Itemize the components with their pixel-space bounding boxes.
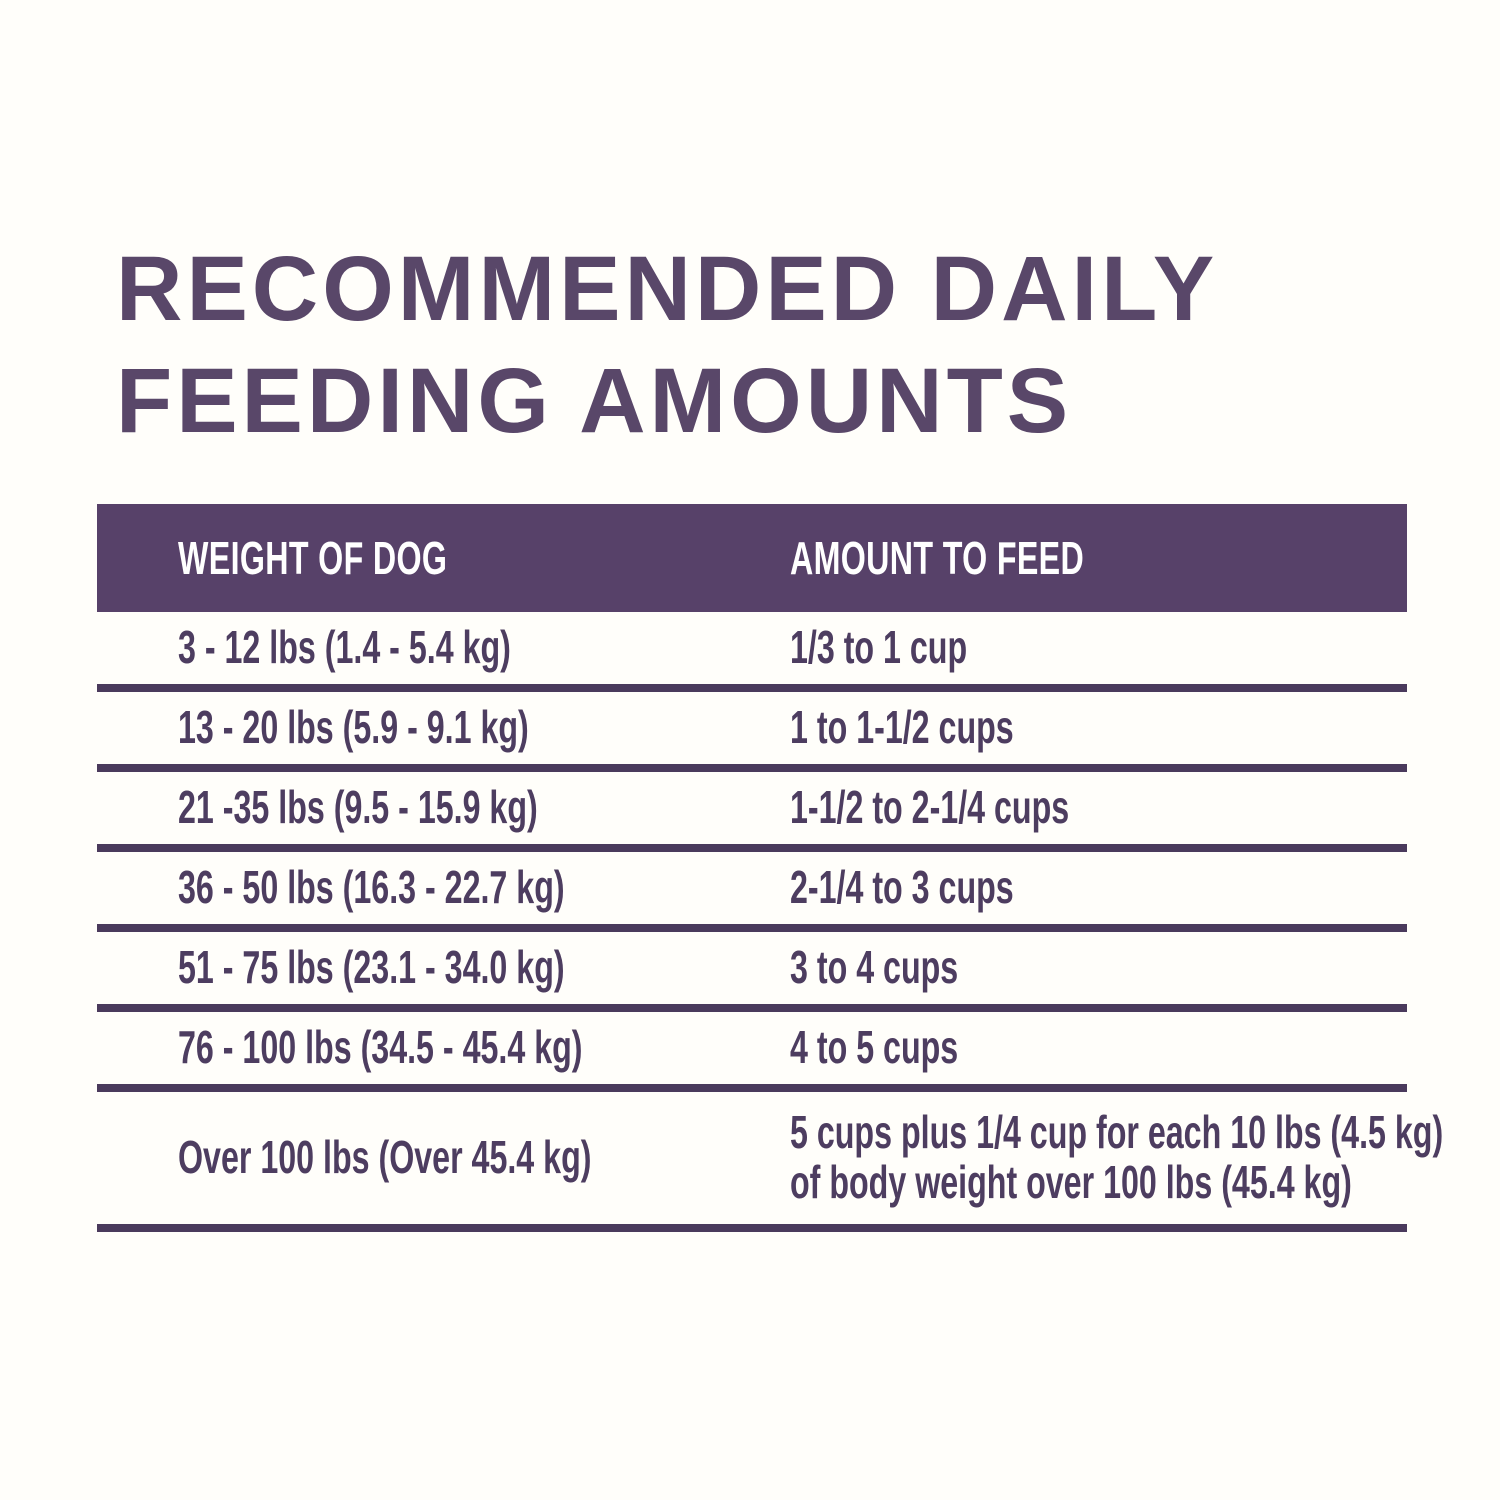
table-row: 13 - 20 lbs (5.9 - 9.1 kg) 1 to 1-1/2 cu… (97, 692, 1407, 772)
amount-value: 4 to 5 cups (790, 1021, 959, 1074)
weight-cell: 3 - 12 lbs (1.4 - 5.4 kg) (178, 621, 790, 674)
table-row: 51 - 75 lbs (23.1 - 34.0 kg) 3 to 4 cups (97, 932, 1407, 1012)
amount-value-line2: of body weight over 100 lbs (45.4 kg) (790, 1156, 1352, 1208)
amount-cell: 4 to 5 cups (790, 1021, 1407, 1074)
table-row: Over 100 lbs (Over 45.4 kg) 5 cups plus … (97, 1092, 1443, 1232)
amount-cell: 1/3 to 1 cup (790, 621, 1407, 674)
weight-value: 3 - 12 lbs (1.4 - 5.4 kg) (178, 621, 511, 674)
page-title-line1: RECOMMENDED DAILY (116, 238, 1219, 340)
weight-cell: 21 -35 lbs (9.5 - 15.9 kg) (178, 781, 790, 834)
amount-value-line1: 5 cups plus 1/4 cup for each 10 lbs (4.5… (790, 1106, 1444, 1159)
weight-value: 21 -35 lbs (9.5 - 15.9 kg) (178, 781, 538, 834)
weight-value: 36 - 50 lbs (16.3 - 22.7 kg) (178, 861, 565, 914)
weight-cell: Over 100 lbs (Over 45.4 kg) (178, 1131, 790, 1184)
column-header-weight: WEIGHT OF DOG (178, 531, 790, 585)
weight-value: Over 100 lbs (Over 45.4 kg) (178, 1131, 592, 1184)
weight-cell: 36 - 50 lbs (16.3 - 22.7 kg) (178, 861, 790, 914)
feeding-table: WEIGHT OF DOG AMOUNT TO FEED 3 - 12 lbs … (97, 504, 1443, 1232)
table-row: 36 - 50 lbs (16.3 - 22.7 kg) 2-1/4 to 3 … (97, 852, 1407, 932)
column-header-amount: AMOUNT TO FEED (790, 531, 1407, 585)
amount-cell: 2-1/4 to 3 cups (790, 861, 1407, 914)
weight-value: 76 - 100 lbs (34.5 - 45.4 kg) (178, 1021, 583, 1074)
table-row: 76 - 100 lbs (34.5 - 45.4 kg) 4 to 5 cup… (97, 1012, 1407, 1092)
weight-cell: 51 - 75 lbs (23.1 - 34.0 kg) (178, 941, 790, 994)
table-row: 21 -35 lbs (9.5 - 15.9 kg) 1-1/2 to 2-1/… (97, 772, 1407, 852)
page-title: RECOMMENDED DAILY FEEDING AMOUNTS (116, 233, 1218, 457)
amount-value: 3 to 4 cups (790, 941, 959, 994)
amount-value: 1/3 to 1 cup (790, 621, 968, 674)
weight-cell: 76 - 100 lbs (34.5 - 45.4 kg) (178, 1021, 790, 1074)
amount-cell: 3 to 4 cups (790, 941, 1407, 994)
amount-value: 2-1/4 to 3 cups (790, 861, 1014, 914)
amount-cell: 1 to 1-1/2 cups (790, 701, 1407, 754)
column-header-weight-label: WEIGHT OF DOG (178, 532, 448, 584)
column-header-amount-label: AMOUNT TO FEED (790, 532, 1085, 584)
amount-cell: 1-1/2 to 2-1/4 cups (790, 781, 1407, 834)
table-row: 3 - 12 lbs (1.4 - 5.4 kg) 1/3 to 1 cup (97, 612, 1407, 692)
weight-value: 51 - 75 lbs (23.1 - 34.0 kg) (178, 941, 565, 994)
table-header: WEIGHT OF DOG AMOUNT TO FEED (97, 504, 1407, 612)
amount-value: 1-1/2 to 2-1/4 cups (790, 781, 1070, 834)
weight-cell: 13 - 20 lbs (5.9 - 9.1 kg) (178, 701, 790, 754)
amount-value: 1 to 1-1/2 cups (790, 701, 1014, 754)
amount-cell: 5 cups plus 1/4 cup for each 10 lbs (4.5… (790, 1108, 1500, 1207)
amount-value: 5 cups plus 1/4 cup for each 10 lbs (4.5… (790, 1108, 1443, 1207)
weight-value: 13 - 20 lbs (5.9 - 9.1 kg) (178, 701, 529, 754)
page-title-line2: FEEDING AMOUNTS (116, 350, 1073, 452)
